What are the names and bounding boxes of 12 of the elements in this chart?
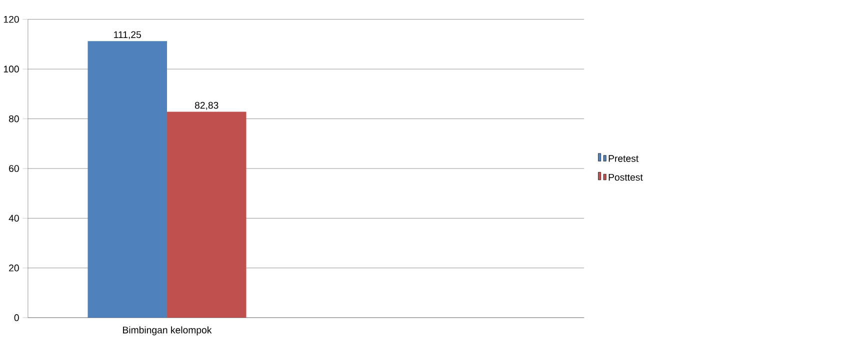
data-label: 111,25 xyxy=(114,31,141,40)
legend-label: Posttest xyxy=(608,174,643,181)
y-tick-label: 80 xyxy=(8,116,19,122)
y-tick-label: 120 xyxy=(4,16,19,23)
y-tick-label: 40 xyxy=(8,215,19,222)
legend-label: Pretest xyxy=(608,155,639,162)
y-tick-label: 100 xyxy=(4,66,19,73)
y-tick-label: 0 xyxy=(14,314,19,322)
y-tick-label: 60 xyxy=(9,165,19,172)
data-label: 82,83 xyxy=(194,102,218,110)
x-tick-label: Bimbingan kelompok xyxy=(123,326,212,336)
y-tick-label: 20 xyxy=(9,264,19,272)
